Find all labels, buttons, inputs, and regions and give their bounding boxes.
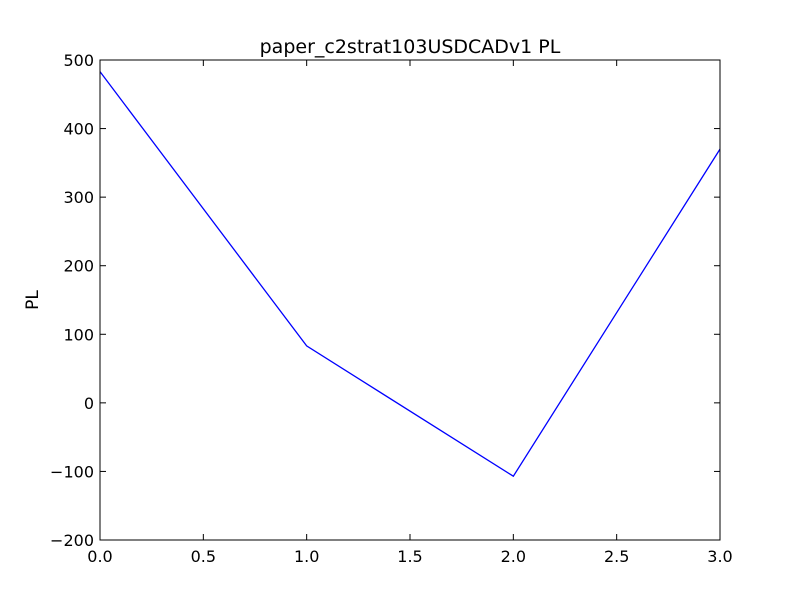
series-layer [99, 71, 721, 478]
x-tick-label: 0.5 [191, 547, 216, 566]
x-tick-label: 1.5 [397, 547, 422, 566]
y-tick-label: 300 [63, 188, 94, 207]
y-tick-label: −200 [50, 531, 94, 550]
x-tick-label: 1.0 [294, 547, 319, 566]
x-tick-label: 0.0 [87, 547, 112, 566]
series-line [99, 71, 721, 478]
x-tick-label: 3.0 [707, 547, 732, 566]
plot-frame [99, 59, 721, 541]
y-tick-label: 100 [63, 325, 94, 344]
y-tick-label: 500 [63, 51, 94, 70]
y-tick-label: 200 [63, 257, 94, 276]
y-axis-ticks: −200 −100 0 100 200 300 400 500 [50, 51, 720, 550]
y-axis-label: PL [23, 290, 43, 310]
x-tick-label: 2.5 [604, 547, 629, 566]
y-tick-label: 0 [84, 394, 94, 413]
chart-title: paper_c2strat103USDCADv1 PL [260, 36, 561, 58]
y-tick-label: −100 [50, 462, 94, 481]
x-tick-label: 2.0 [501, 547, 526, 566]
y-tick-label: 400 [63, 120, 94, 139]
x-axis-ticks: 0.0 0.5 1.0 1.5 2.0 2.5 3.0 [87, 60, 733, 566]
